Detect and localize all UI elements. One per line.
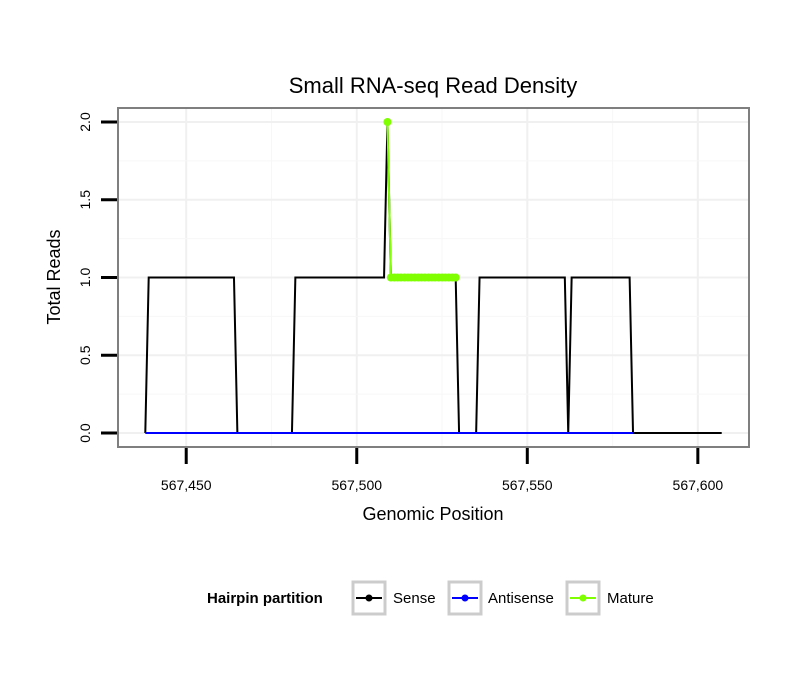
legend-point-antisense [461, 594, 469, 602]
y-tick-label: 0.5 [77, 345, 93, 365]
legend-label-mature: Mature [607, 590, 654, 607]
x-tick-label: 567,500 [331, 477, 382, 493]
legend-point-mature [579, 594, 587, 602]
x-tick-label: 567,600 [673, 477, 724, 493]
legend-title: Hairpin partition [207, 590, 323, 607]
legend-point-sense [365, 594, 373, 602]
series-layer [144, 117, 722, 434]
plot-area [117, 107, 750, 448]
chart-title: Small RNA-seq Read Density [289, 73, 578, 98]
gridlines [119, 109, 748, 446]
y-tick-label: 1.0 [77, 268, 93, 288]
legend-item-sense: Sense [351, 580, 436, 616]
legend-label-antisense: Antisense [488, 590, 554, 607]
legend-label-sense: Sense [393, 590, 436, 607]
series-point-mature [451, 273, 460, 282]
y-tick-label: 0.0 [77, 423, 93, 443]
series-segment-mature [386, 121, 392, 278]
y-tick-label: 2.0 [77, 112, 93, 132]
y-tick-label: 1.5 [77, 190, 93, 210]
legend: Hairpin partition Sense Antisense Mature [207, 580, 654, 616]
series-point-mature [383, 117, 392, 126]
x-axis-label: Genomic Position [362, 504, 503, 524]
legend-item-antisense: Antisense [447, 580, 554, 616]
x-tick-label: 567,450 [161, 477, 212, 493]
x-axis: 567,450 567,500 567,550 567,600 [161, 448, 723, 493]
y-axis: 0.0 0.5 1.0 1.5 2.0 [77, 112, 117, 443]
legend-item-mature: Mature [565, 580, 654, 616]
x-tick-label: 567,550 [502, 477, 553, 493]
y-axis-label: Total Reads [44, 229, 64, 324]
